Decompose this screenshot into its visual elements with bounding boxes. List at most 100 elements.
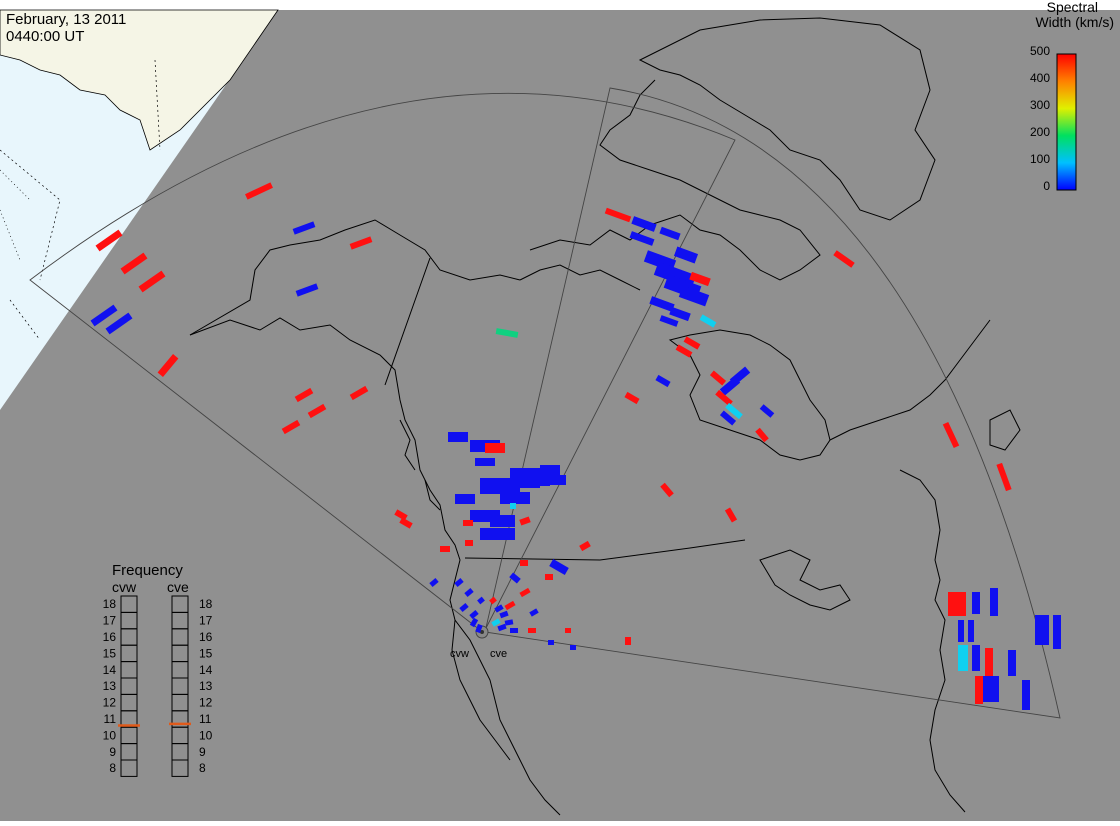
echo-cell — [281, 419, 301, 435]
echo-cell — [349, 236, 373, 250]
border-alaska-canada — [384, 257, 431, 386]
echo-cell — [157, 354, 179, 377]
echo-cell — [95, 229, 123, 252]
echo-cell — [454, 578, 464, 587]
echo-cell — [948, 592, 966, 616]
frequency-tick-label: 9 — [109, 745, 116, 759]
echo-cell — [689, 271, 711, 287]
frequency-tick-label: 15 — [199, 646, 213, 660]
echo-cell — [120, 252, 148, 275]
echo-cell — [455, 494, 475, 504]
frequency-tick-label: 9 — [199, 745, 206, 759]
echo-cell — [675, 344, 693, 358]
frequency-radar-cvw: cvw — [112, 579, 137, 595]
echo-cell — [138, 270, 166, 293]
frequency-tick-label: 13 — [199, 679, 213, 693]
timestamp: February, 13 2011 0440:00 UT — [6, 11, 126, 45]
echo-cell — [469, 617, 479, 628]
coast-hudson-bay — [668, 329, 831, 461]
echo-cell — [292, 221, 316, 235]
echo-cell — [429, 578, 439, 587]
echo-cell — [579, 540, 591, 552]
frequency-cell — [171, 759, 189, 777]
frequency-tick-label: 8 — [199, 761, 206, 775]
echo-cell — [510, 628, 518, 633]
echo-cell — [540, 465, 560, 475]
echo-cell — [545, 574, 553, 580]
echo-cell — [90, 304, 118, 327]
frequency-tick-label: 10 — [199, 728, 213, 742]
colorbar: Spectral Width (km/s) 500 400 300 200 10… — [1030, 0, 1114, 193]
colorbar-tick-200: 200 — [1030, 125, 1050, 139]
frequency-tick-label: 17 — [199, 614, 213, 628]
echo-cell — [699, 314, 717, 328]
political-boundaries — [384, 257, 746, 561]
echo-cell — [725, 402, 743, 420]
echo-cell — [1008, 650, 1016, 676]
coast-great-lakes — [759, 549, 851, 611]
coast-labrador — [829, 319, 991, 441]
frequency-radar-cve: cve — [167, 579, 189, 595]
echo-cells — [90, 182, 1061, 710]
echo-cell — [509, 572, 521, 584]
echo-cell — [631, 216, 657, 232]
echo-cell — [394, 509, 408, 521]
echo-cell — [465, 540, 473, 546]
fov-cve — [484, 87, 1061, 719]
coast-alaska-north — [189, 219, 521, 336]
frequency-column-cve — [169, 595, 191, 777]
echo-cell — [604, 207, 632, 223]
daylight-dots — [0, 169, 31, 261]
frequency-cell — [120, 759, 138, 777]
frequency-tick-label: 11 — [199, 712, 212, 726]
echo-cell — [475, 623, 483, 634]
echo-cell — [510, 503, 516, 509]
echo-cell — [972, 645, 980, 671]
echo-cell — [972, 592, 980, 614]
echo-cell — [755, 427, 769, 443]
echo-cell — [1022, 680, 1030, 710]
frequency-title: Frequency — [112, 562, 183, 579]
echo-cell — [570, 645, 576, 650]
frequency-tick-label: 17 — [103, 614, 117, 628]
echo-cell — [548, 475, 566, 485]
radar-label-cve: cve — [490, 648, 507, 660]
frequency-tick-label: 12 — [199, 696, 213, 710]
echo-cell — [659, 315, 679, 327]
echo-cell — [499, 610, 509, 619]
echo-cell — [565, 628, 571, 633]
echo-cell — [724, 507, 738, 523]
frequency-tick-label: 16 — [103, 630, 117, 644]
fov-cvw — [29, 92, 736, 631]
frequency-panel: Frequency cvw cve 18 18 17 17 16 16 15 15 14 14 13… — [103, 562, 213, 777]
echo-cell — [440, 546, 450, 552]
echo-cell — [491, 618, 501, 627]
echo-cell — [459, 603, 469, 612]
echo-cell — [497, 623, 507, 632]
fields-of-view — [29, 87, 1061, 719]
echo-cell — [719, 410, 737, 426]
frequency-tick-label: 15 — [103, 646, 117, 660]
echo-cell — [504, 600, 516, 611]
colorbar-tick-400: 400 — [1030, 71, 1050, 85]
radar-label-cvw: cvw — [450, 648, 469, 660]
echo-cell — [520, 560, 528, 566]
echo-cell — [489, 596, 497, 605]
daylight-land — [0, 9, 279, 151]
echo-cell — [504, 619, 514, 626]
echo-cell — [463, 520, 473, 526]
echo-cell — [477, 596, 485, 605]
echo-cell — [520, 478, 540, 488]
echo-cell — [464, 588, 474, 597]
daylight-grid — [0, 59, 161, 341]
coast-newfoundland — [989, 409, 1021, 451]
colorbar-tick-300: 300 — [1030, 98, 1050, 112]
daylight-region — [0, 9, 279, 410]
frequency-tick-label: 14 — [103, 663, 117, 677]
echo-cell — [105, 312, 133, 335]
echo-cell — [490, 515, 515, 527]
frequency-tick-label: 14 — [199, 663, 213, 677]
echo-cell — [294, 387, 314, 403]
